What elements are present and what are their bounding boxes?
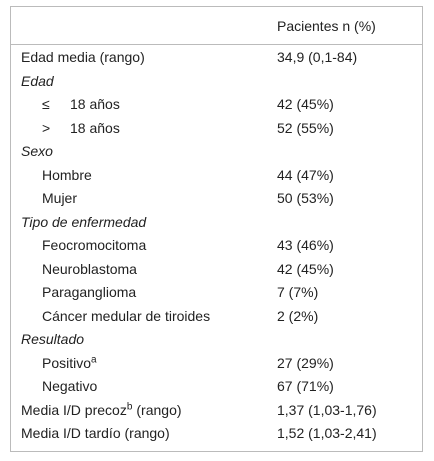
row-label-text: 18 años (70, 119, 120, 136)
header-cell: Pacientes n (%) (277, 18, 376, 34)
row-label-text: Neuroblastoma (42, 260, 137, 277)
row-label-text: Media I/D tardío (rango) (21, 425, 170, 441)
row-label: Paraganglioma (42, 283, 136, 301)
row-label: Negativo (42, 377, 97, 395)
row-label-text: Positivo (42, 354, 92, 371)
row-label: Cáncer medular de tiroides (42, 307, 210, 325)
row-value: 42 (45%) (277, 260, 334, 277)
row-symbol: ≤ (42, 96, 50, 112)
row-value: 27 (29%) (277, 354, 334, 371)
row-label: Positivoa (42, 354, 97, 372)
row-label-text: Media I/D precoz (21, 401, 127, 418)
row-value: 2 (2%) (277, 307, 319, 324)
row-label-text: Hombre (42, 166, 92, 183)
row-value: 43 (46%) (277, 237, 334, 253)
row-label-text: Edad media (rango) (21, 49, 145, 65)
row-label: Mujer (42, 189, 77, 207)
section-label: Edad (21, 72, 54, 89)
row-value: 7 (7%) (277, 284, 319, 300)
row-label-text: 18 años (70, 96, 120, 112)
row-label: Feocromocitoma (42, 236, 146, 254)
row-label: ≤18 años (42, 95, 120, 113)
row-label-text: Paraganglioma (42, 284, 137, 300)
row-label: Neuroblastoma (42, 260, 137, 278)
row-label-text: Cáncer medular de tiroides (42, 307, 211, 324)
table: Pacientes n (%) Edad media (rango) 34,9 (… (10, 6, 423, 452)
section-label: Resultado (21, 331, 85, 347)
row-symbol: > (42, 119, 51, 136)
row-label: Media I/D tardío (rango) (21, 424, 170, 442)
row-label-text: Feocromocitoma (42, 237, 147, 253)
row-value: 44 (47%) (277, 166, 334, 183)
footnote-mark: a (91, 353, 97, 365)
section-label: Tipo de enfermedad (21, 213, 147, 230)
row-value: 50 (53%) (277, 190, 334, 206)
row-value: 34,9 (0,1-84) (277, 49, 358, 65)
row-label: Media I/D precozb (rango) (21, 401, 182, 419)
row-label: Hombre (42, 166, 92, 184)
header-rule (11, 44, 422, 45)
row-value: 42 (45%) (277, 96, 334, 112)
row-value: 67 (71%) (277, 378, 334, 394)
row-label: >18 años (42, 119, 120, 137)
row-label-suffix: (rango) (136, 401, 182, 418)
row-value: 1,52 (1,03-2,41) (277, 425, 377, 441)
section-label: Sexo (21, 143, 53, 159)
row-label-text: Negativo (42, 378, 98, 394)
footnote-mark: b (126, 400, 133, 412)
row-label-text: Mujer (42, 190, 78, 206)
row-label: Edad media (rango) (21, 48, 145, 66)
row-value: 1,37 (1,03-1,76) (277, 401, 377, 418)
row-value: 52 (55%) (277, 119, 334, 136)
